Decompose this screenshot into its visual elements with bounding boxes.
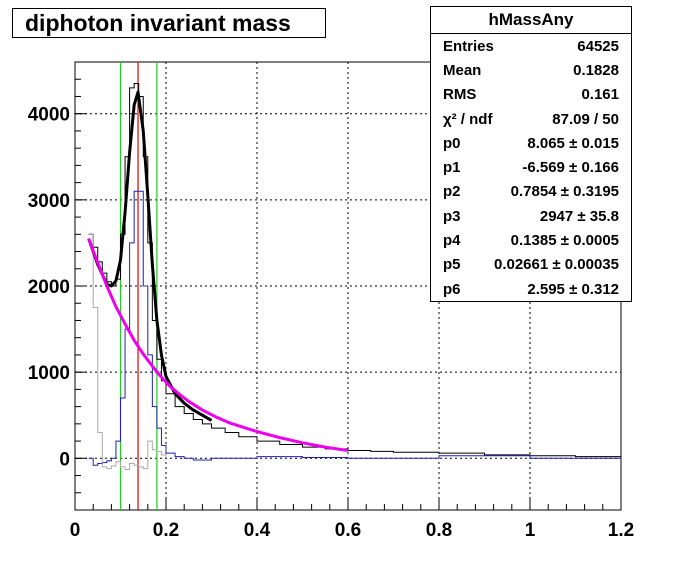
stats-value: 0.1385 ± 0.0005	[510, 232, 619, 250]
x-tick-label: 0	[70, 520, 81, 541]
histogram-series	[88, 190, 622, 466]
stats-label: p6	[443, 280, 461, 298]
stats-row: Entries 64525	[431, 34, 631, 58]
stats-row: p0 8.065 ± 0.015	[431, 131, 631, 155]
stats-label: p4	[443, 232, 461, 250]
stats-row: p1 -6.569 ± 0.166	[431, 155, 631, 179]
y-tick-label: 4000	[28, 105, 70, 126]
y-tick-label: 0	[59, 449, 70, 470]
stats-label: p0	[443, 134, 461, 152]
stats-value: 0.161	[581, 86, 619, 104]
stats-box: hMassAny Entries 64525 Mean 0.1828 RMS 0.161 χ…	[430, 6, 632, 302]
stats-row: p5 0.02661 ± 0.00035	[431, 253, 631, 277]
stats-value: 0.02661 ± 0.00035	[493, 256, 619, 274]
x-tick-label: 0.8	[426, 520, 452, 541]
fit-curve	[87, 90, 213, 422]
y-tick-label: 3000	[28, 191, 70, 212]
stats-value: 64525	[577, 37, 619, 55]
stats-value: 8.065 ± 0.015	[527, 134, 619, 152]
plot-title-text: diphoton invariant mass	[25, 10, 291, 36]
stats-title: hMassAny	[431, 7, 631, 34]
plot-title: diphoton invariant mass	[12, 8, 326, 38]
stats-label: p5	[443, 256, 461, 274]
stats-value: -6.569 ± 0.166	[522, 159, 619, 177]
stats-rows: Entries 64525 Mean 0.1828 RMS 0.161 χ² / ndf 87…	[431, 34, 631, 301]
stats-value: 2.595 ± 0.312	[527, 280, 619, 298]
stats-value: 2947 ± 35.8	[539, 207, 619, 225]
stats-label: RMS	[443, 86, 477, 104]
stats-row: RMS 0.161	[431, 83, 631, 107]
stats-label: p3	[443, 207, 461, 225]
x-tick-label: 1	[525, 520, 536, 541]
y-tick-label: 2000	[28, 277, 70, 298]
stats-label: Mean	[443, 61, 482, 79]
histogram-series	[88, 233, 167, 471]
stats-row: p4 0.1385 ± 0.0005	[431, 228, 631, 252]
stats-row: p2 0.7854 ± 0.3195	[431, 180, 631, 204]
fit-curve	[87, 238, 349, 453]
stats-value: 87.09 / 50	[552, 110, 619, 128]
x-tick-label: 0.4	[244, 520, 271, 541]
stats-value: 0.7854 ± 0.3195	[510, 183, 619, 201]
stats-label: p1	[443, 159, 461, 177]
x-tick-label: 0.2	[153, 520, 179, 541]
stats-row: Mean 0.1828	[431, 58, 631, 82]
stats-label: χ² / ndf	[443, 110, 493, 128]
stats-row: p6 2.595 ± 0.312	[431, 277, 631, 301]
stats-label: Entries	[443, 37, 494, 55]
y-tick-label: 1000	[28, 363, 70, 384]
stats-row: p3 2947 ± 35.8	[431, 204, 631, 228]
stats-label: p2	[443, 183, 461, 201]
stats-row: χ² / ndf 87.09 / 50	[431, 107, 631, 131]
stats-value: 0.1828	[573, 61, 619, 79]
x-tick-label: 0.6	[335, 520, 361, 541]
x-tick-label: 1.2	[608, 520, 634, 541]
